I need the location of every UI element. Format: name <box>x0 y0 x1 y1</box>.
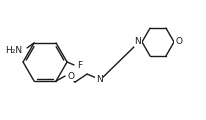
Text: N: N <box>95 75 102 84</box>
Text: F: F <box>77 60 82 69</box>
Text: N: N <box>134 37 140 46</box>
Text: O: O <box>67 72 74 81</box>
Text: O: O <box>174 37 181 46</box>
Text: H₂N: H₂N <box>5 46 22 55</box>
